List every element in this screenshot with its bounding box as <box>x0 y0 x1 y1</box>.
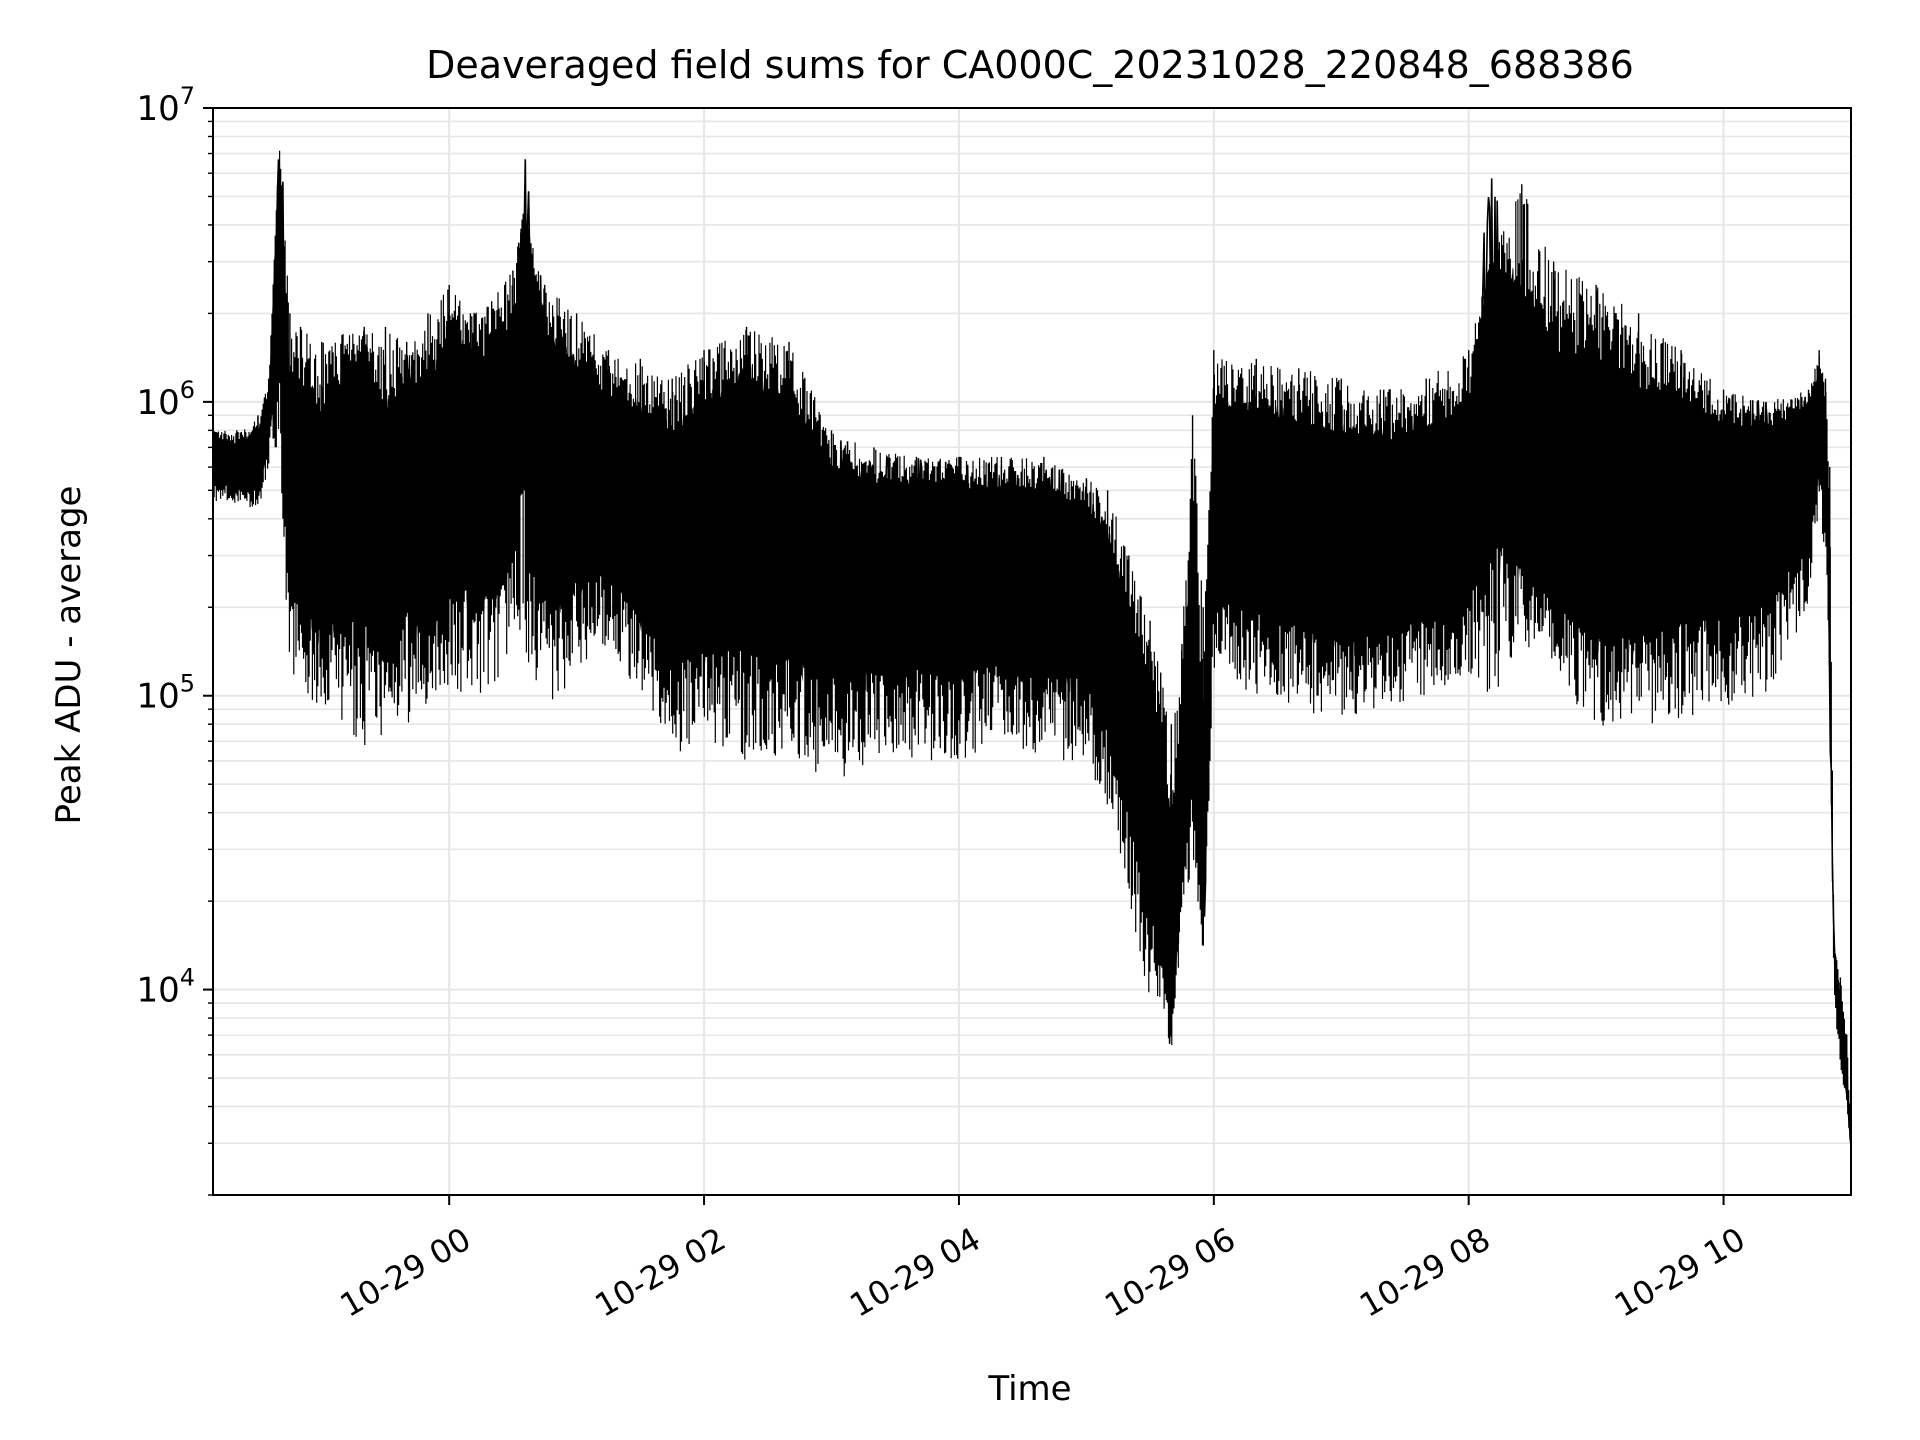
x-axis: 10-29 00 10-29 02 10-29 04 10-29 06 10-29 08… <box>334 1195 1752 1325</box>
x-tick-label: 10-29 08 <box>1353 1220 1497 1325</box>
series-group <box>212 150 1852 1151</box>
x-tick-label: 10-29 04 <box>843 1220 987 1325</box>
series-spikes <box>212 150 1852 1151</box>
plot-frame <box>212 107 1852 1196</box>
x-tick-label: 10-29 02 <box>588 1220 732 1325</box>
y-axis-label: Peak ADU - average <box>49 486 89 825</box>
y-tick-label: 106 <box>136 376 195 423</box>
y-tick-label: 107 <box>136 82 195 129</box>
x-tick-label: 10-29 06 <box>1098 1220 1242 1325</box>
y-tick-label: 104 <box>136 964 195 1011</box>
x-tick-label: 10-29 00 <box>334 1220 478 1325</box>
series-line <box>212 159 1852 1148</box>
x-tick-label: 10-29 10 <box>1608 1220 1752 1325</box>
y-tick-label: 105 <box>136 670 195 717</box>
chart-title: Deaveraged field sums for CA000C_2023102… <box>426 43 1634 87</box>
y-axis: 104 105 106 107 <box>136 82 213 1196</box>
x-axis-label: Time <box>987 1369 1071 1409</box>
